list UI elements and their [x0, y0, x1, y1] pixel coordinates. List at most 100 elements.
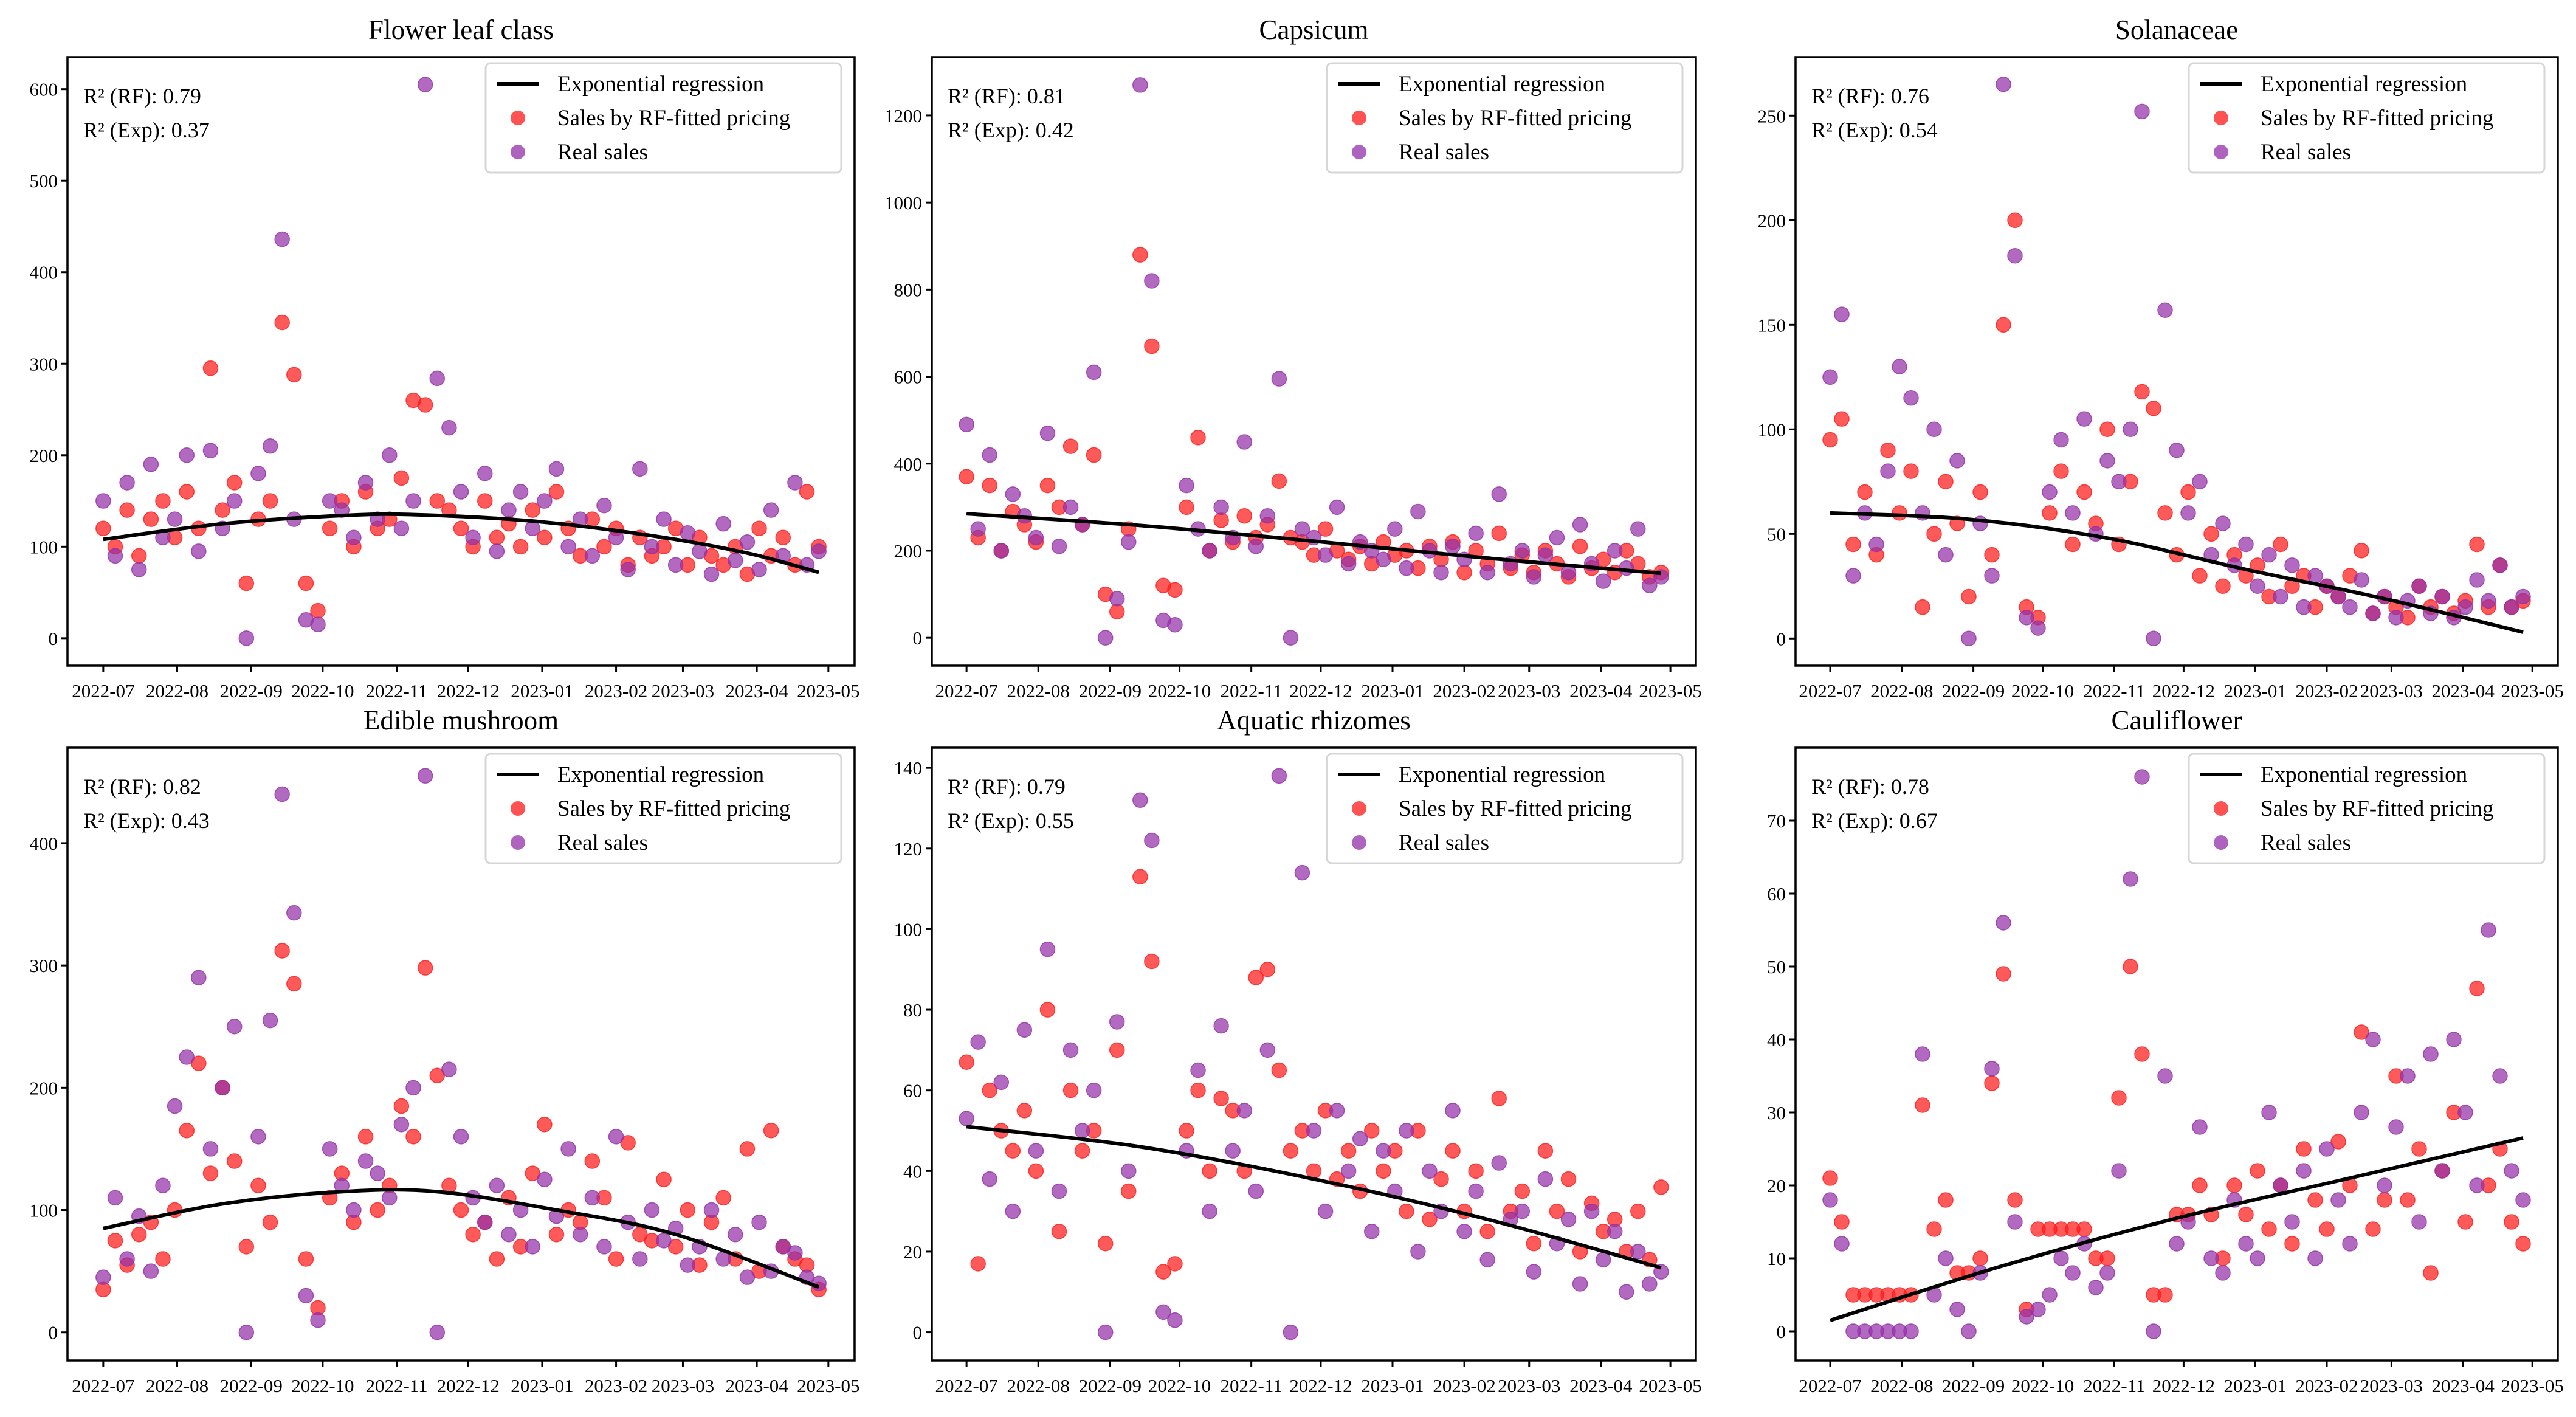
y-tick-label: 40 — [903, 1160, 922, 1182]
rf-point — [1213, 1091, 1229, 1106]
real-sales-point — [2053, 432, 2069, 448]
x-tick-label: 2023-05 — [797, 680, 859, 702]
legend-rf-marker-icon — [1352, 801, 1366, 816]
real-sales-point — [1822, 369, 1838, 385]
real-sales-point — [107, 1190, 123, 1206]
panel-solanaceae: Solanaceae 0 50 100 150 200 250 2022-07 2022-08 2… — [1758, 15, 2564, 702]
rf-point — [405, 1129, 421, 1145]
rf-point — [1190, 1082, 1206, 1098]
real-sales-point — [1456, 1224, 1472, 1239]
real-sales-point — [2492, 557, 2508, 573]
y-tick-label: 0 — [913, 1322, 923, 1343]
real-sales-point — [1903, 390, 1919, 406]
rf-point — [2157, 1287, 2173, 1303]
real-sales-point — [1062, 1042, 1079, 1058]
real-sales-point — [715, 515, 731, 532]
real-sales-point — [179, 447, 195, 463]
rf-point — [1167, 1256, 1183, 1272]
rf-point — [2007, 212, 2023, 229]
real-sales-point — [119, 1251, 135, 1267]
r2-exp-annotation: R² (Exp): 0.42 — [948, 118, 1074, 142]
real-sales-point — [751, 562, 767, 577]
real-sales-point — [1340, 556, 1357, 572]
real-sales-point — [572, 1227, 588, 1243]
x-tick-label: 2022-09 — [1942, 1375, 2005, 1396]
real-sales-point — [656, 511, 672, 527]
rf-point — [417, 960, 433, 976]
rf-point — [1915, 1097, 1930, 1113]
real-sales-point — [1167, 1312, 1183, 1328]
real-sales-point — [811, 543, 827, 559]
real-sales-point — [322, 1141, 338, 1157]
legend: Exponential regression Sales by RF-fitted… — [1326, 62, 1684, 174]
x-tick-label: 2023-03 — [652, 680, 714, 702]
real-sales-point — [2446, 1032, 2462, 1047]
x-tick-label: 2022-10 — [291, 1375, 354, 1396]
real-sales-point — [2273, 1177, 2288, 1193]
legend-real-marker-icon — [511, 145, 525, 159]
real-sales-point — [2169, 442, 2185, 458]
real-sales-point — [2192, 474, 2208, 490]
real-sales-point — [1514, 1203, 1531, 1219]
x-tick-label: 2022-07 — [72, 1375, 134, 1396]
real-sales-point — [1329, 499, 1345, 515]
rf-point — [1857, 484, 1873, 500]
rf-point — [982, 1082, 997, 1098]
legend-rf-marker-icon — [511, 801, 525, 816]
rf-point — [1202, 1163, 1217, 1179]
rf-point — [1005, 1143, 1021, 1159]
rf-point — [2076, 1221, 2092, 1237]
rf-point — [1259, 961, 1276, 977]
real-sales-point — [1306, 1123, 1322, 1139]
real-sales-point — [751, 1214, 767, 1230]
y-tick-label: 400 — [894, 453, 923, 475]
rf-point — [298, 575, 314, 591]
real-sales-point — [1834, 306, 1850, 322]
x-tick-label: 2022-07 — [935, 1375, 997, 1396]
rf-point — [2411, 1141, 2427, 1157]
legend: Exponential regression Sales by RF-fitted… — [2188, 62, 2546, 174]
legend-box — [1326, 62, 1684, 174]
rf-point — [417, 397, 433, 413]
x-tick-label: 2023-05 — [2501, 680, 2564, 702]
rf-point — [1822, 432, 1838, 448]
rf-point — [2319, 1221, 2335, 1237]
real-sales-point — [512, 484, 529, 500]
real-sales-point — [1190, 1062, 1206, 1078]
real-sales-point — [202, 1141, 219, 1157]
real-sales-point — [1572, 1276, 1588, 1292]
real-sales-point — [1248, 1183, 1264, 1199]
real-sales-point — [1028, 1143, 1044, 1159]
real-sales-point — [2250, 1250, 2265, 1266]
panel-title: Cauliflower — [2112, 705, 2242, 736]
real-sales-point — [1949, 453, 1965, 469]
rf-point — [1468, 1163, 1484, 1179]
real-sales-point — [667, 557, 684, 573]
x-tick-label: 2023-02 — [2295, 680, 2358, 702]
rf-point — [1074, 1143, 1090, 1159]
legend-regression-label: Exponential regression — [2261, 762, 2467, 787]
rf-point — [274, 943, 290, 959]
legend-rf-label: Sales by RF-fitted pricing — [2261, 106, 2493, 131]
real-sales-point — [310, 1312, 326, 1328]
rf-point — [2099, 421, 2115, 438]
rf-point — [2261, 1221, 2277, 1237]
legend-box — [2188, 753, 2546, 864]
real-sales-point — [1376, 1143, 1391, 1159]
rf-point — [2273, 536, 2288, 553]
axes-frame — [931, 56, 1697, 667]
legend-real-label: Real sales — [1399, 830, 1489, 855]
legend-real-marker-icon — [1352, 835, 1366, 850]
real-sales-point — [739, 1269, 756, 1285]
x-tick-label: 2023-04 — [725, 680, 788, 702]
real-sales-point — [1938, 1250, 1954, 1266]
x-tick-label: 2022-11 — [2083, 1375, 2145, 1396]
real-sales-point — [982, 447, 997, 463]
y-tick-label: 50 — [1767, 523, 1786, 545]
x-tick-label: 2022-09 — [220, 680, 283, 702]
real-sales-point — [2342, 1236, 2358, 1252]
rf-point — [107, 1233, 123, 1249]
real-sales-point — [2377, 1177, 2392, 1193]
rf-point — [1317, 521, 1334, 537]
rf-point — [1016, 1103, 1033, 1119]
